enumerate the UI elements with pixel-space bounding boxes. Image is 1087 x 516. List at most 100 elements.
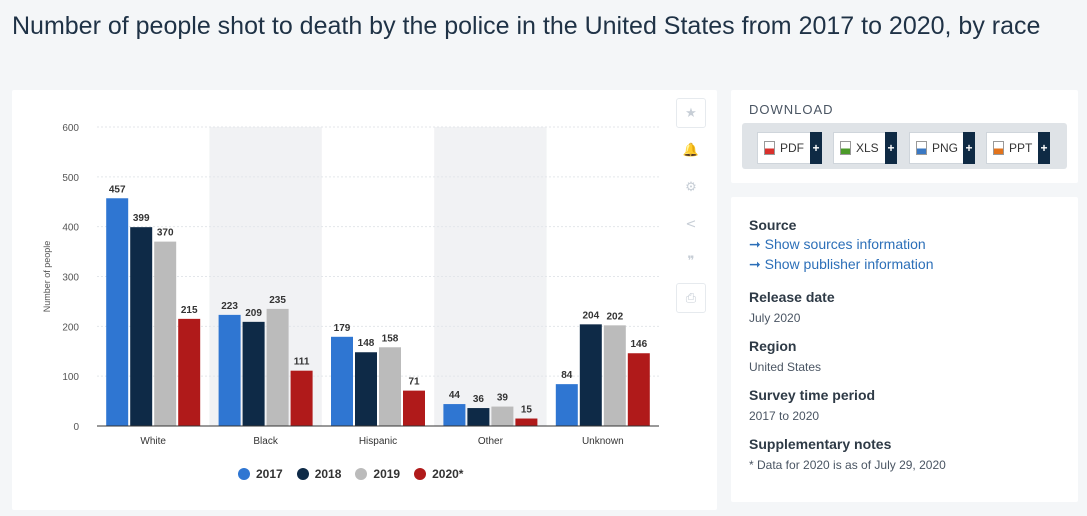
- plus-icon: +: [1038, 132, 1050, 164]
- y-axis-label: Number of people: [42, 241, 52, 313]
- plus-icon: +: [885, 132, 897, 164]
- bar-2020-other: [515, 418, 538, 426]
- legend-item[interactable]: 2017: [238, 467, 283, 481]
- bar-2018-hispanic: [355, 352, 377, 426]
- legend-label: 2020*: [432, 467, 464, 481]
- page-title: Number of people shot to death by the po…: [12, 12, 1041, 40]
- region-value: United States: [749, 360, 822, 374]
- legend-label: 2019: [373, 467, 401, 481]
- bar-2017-unknown: [555, 384, 578, 426]
- bar-2019-other: [491, 406, 514, 426]
- legend-swatch: [296, 468, 309, 480]
- data-label: 36: [473, 394, 485, 405]
- period-heading: Survey time period: [749, 387, 876, 403]
- notes-section: Supplementary notes * Data for 2020 is a…: [749, 436, 946, 472]
- print-icon: ⎙: [685, 290, 697, 306]
- data-label: 235: [269, 295, 286, 306]
- download-card: DOWNLOAD PDF + XLS + PNG + PPT +: [731, 90, 1078, 183]
- gear-icon: ⚙: [685, 179, 697, 195]
- data-label: 158: [382, 333, 399, 344]
- plus-icon: +: [963, 132, 975, 164]
- data-label: 223: [221, 301, 238, 312]
- bar-chart: 0 100 200 300 400 500 600 Number of people 457 39…: [42, 123, 659, 447]
- y-tick-label: 100: [62, 372, 79, 383]
- bar-2019-black: [266, 308, 289, 426]
- plus-icon: +: [810, 132, 822, 164]
- download-xls-button[interactable]: XLS +: [833, 132, 897, 164]
- legend-swatch: [355, 468, 368, 480]
- download-ppt-label: PPT: [1009, 141, 1033, 155]
- download-title: DOWNLOAD: [749, 102, 834, 117]
- quote-icon: ❞: [687, 253, 695, 269]
- settings-button[interactable]: ⚙: [676, 172, 706, 202]
- y-tick-label: 200: [62, 322, 79, 333]
- period-section: Survey time period 2017 to 2020: [749, 387, 875, 423]
- legend-item[interactable]: 2018: [296, 467, 342, 481]
- data-label: 209: [245, 308, 262, 319]
- share-icon: <: [685, 216, 697, 232]
- pdf-file-icon: [764, 141, 775, 155]
- data-label: 148: [358, 338, 375, 349]
- data-label: 179: [334, 323, 351, 334]
- data-label: 15: [521, 405, 533, 416]
- bar-2017-hispanic: [331, 336, 353, 426]
- show-publisher-link[interactable]: ➞ Show publisher information: [749, 256, 934, 272]
- star-icon: ★: [685, 105, 697, 121]
- data-label: 399: [133, 213, 150, 224]
- legend-item[interactable]: 2020*: [414, 467, 463, 481]
- bar-2018-white: [130, 227, 153, 426]
- share-button[interactable]: <: [676, 209, 706, 239]
- print-button[interactable]: ⎙: [676, 283, 706, 313]
- data-label: 204: [582, 310, 599, 321]
- y-tick-label: 500: [62, 173, 79, 184]
- ppt-file-icon: [993, 141, 1004, 155]
- favorite-button[interactable]: ★: [676, 98, 706, 128]
- download-pdf-button[interactable]: PDF +: [757, 132, 822, 164]
- data-label: 39: [497, 393, 509, 404]
- bar-2020-black: [290, 370, 313, 426]
- bell-icon: 🔔: [682, 142, 700, 158]
- info-card: Source ➞ Show sources information ➞ Show…: [731, 197, 1078, 502]
- period-value: 2017 to 2020: [749, 409, 820, 423]
- data-label: 84: [561, 370, 573, 381]
- data-label: 202: [606, 311, 623, 322]
- bar-2017-other: [443, 404, 466, 426]
- notes-heading: Supplementary notes: [749, 436, 892, 452]
- chart-toolbar: ★ 🔔 ⚙ < ❞ ⎙: [676, 98, 706, 320]
- legend-item[interactable]: 2019: [355, 467, 400, 481]
- y-tick-label: 400: [62, 223, 79, 234]
- data-label: 457: [109, 184, 126, 195]
- legend-swatch: [414, 468, 427, 480]
- download-xls-label: XLS: [856, 141, 879, 155]
- legend-label: 2017: [256, 467, 283, 481]
- x-tick-label: Hispanic: [359, 436, 397, 447]
- data-label: 44: [449, 390, 461, 401]
- x-tick-label: Unknown: [582, 436, 624, 447]
- bar-2020-unknown: [627, 353, 650, 426]
- legend-label: 2018: [314, 467, 342, 481]
- data-label: 111: [294, 357, 310, 368]
- bar-2018-unknown: [579, 324, 602, 426]
- download-ppt-button[interactable]: PPT +: [986, 132, 1050, 164]
- bar-2018-black: [242, 321, 265, 426]
- download-png-button[interactable]: PNG +: [909, 132, 975, 164]
- release-value: July 2020: [749, 311, 801, 325]
- notify-button[interactable]: 🔔: [676, 135, 706, 165]
- data-label: 71: [408, 377, 420, 388]
- bar-2020-hispanic: [403, 390, 425, 426]
- source-heading: Source: [749, 217, 797, 233]
- cite-button[interactable]: ❞: [676, 246, 706, 276]
- legend-swatch: [238, 468, 250, 480]
- show-sources-link[interactable]: ➞ Show sources information: [749, 236, 926, 252]
- data-label: 146: [630, 339, 647, 350]
- x-tick-label: White: [140, 436, 166, 447]
- x-tick-label: Other: [478, 436, 504, 447]
- bar-2019-white: [154, 241, 177, 426]
- source-section: Source ➞ Show sources information ➞ Show…: [749, 217, 934, 273]
- bar-2017-white: [106, 198, 129, 426]
- download-bar: PDF + XLS + PNG + PPT +: [742, 123, 1067, 169]
- region-heading: Region: [749, 338, 797, 354]
- chart-legend: 2017 2018 2019 2020*: [238, 467, 463, 481]
- xls-file-icon: [840, 141, 851, 155]
- bar-2018-other: [467, 408, 490, 426]
